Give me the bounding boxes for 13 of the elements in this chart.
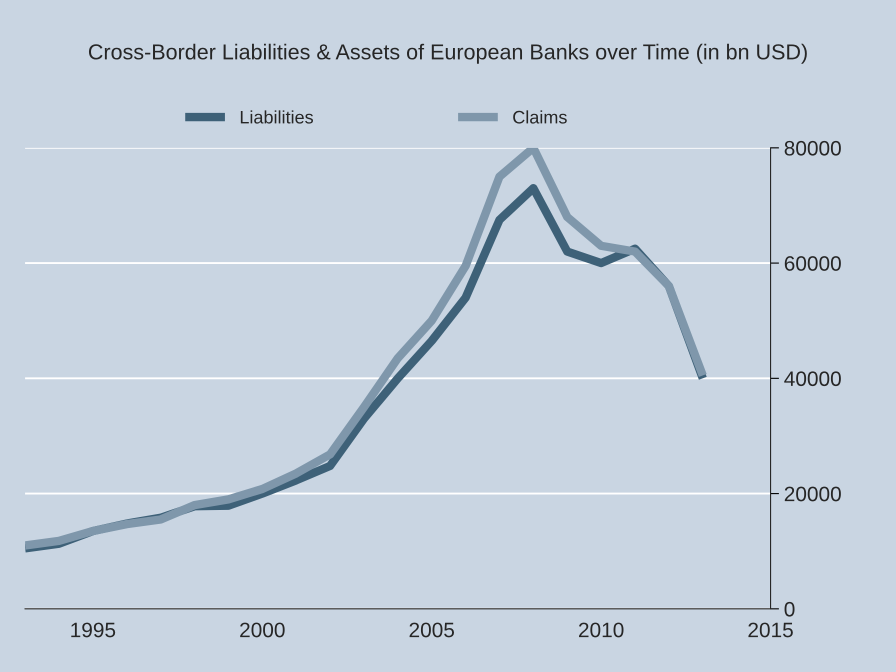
y-tick-label: 80000 xyxy=(784,140,841,156)
x-tick-label: 2005 xyxy=(410,622,454,638)
y-tick-label: 60000 xyxy=(784,256,841,271)
y-tick-label: 0 xyxy=(784,602,795,617)
y-tick-label: 40000 xyxy=(784,371,841,386)
x-tick-label: 1995 xyxy=(71,622,116,638)
x-tick-label: 2010 xyxy=(579,622,624,638)
chart-title: Cross-Border Liabilities & Assets of European Banks over Time (in bn USD) xyxy=(88,44,807,64)
x-tick-label: 2000 xyxy=(240,622,285,638)
legend-label: Liabilities xyxy=(240,110,313,124)
legend-label: Claims xyxy=(513,110,567,124)
y-tick-label: 20000 xyxy=(784,486,841,502)
x-tick-label: 2015 xyxy=(748,622,793,638)
